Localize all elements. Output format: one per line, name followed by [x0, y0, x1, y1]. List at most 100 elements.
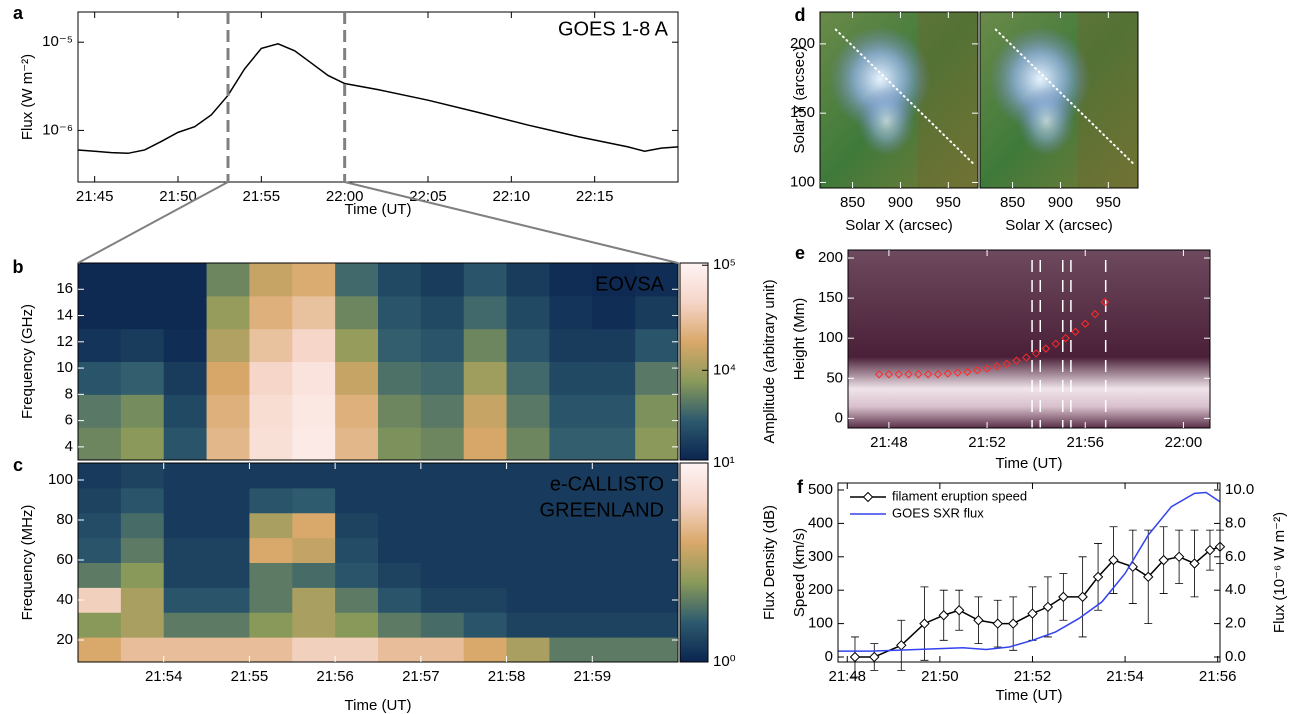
- x-tick-label: 900: [888, 194, 913, 211]
- heatmap-cell: [335, 394, 379, 428]
- plot-frame: [847, 249, 1211, 429]
- heatmap-cell: [206, 512, 250, 539]
- heatmap-cell: [635, 562, 679, 588]
- heatmap-cell: [292, 295, 336, 330]
- heatmap-cell: [249, 487, 293, 514]
- heatmap-cell: [335, 328, 379, 362]
- y-tick-label: 200: [818, 249, 843, 266]
- point: [1027, 608, 1038, 619]
- point: [1041, 344, 1051, 353]
- y-tick-label: 400: [808, 514, 833, 531]
- heatmap-cell: [549, 394, 593, 428]
- heatmap-cell: [506, 295, 550, 330]
- heatmap-cell: [635, 328, 679, 362]
- heatmap-cell: [506, 512, 550, 539]
- heatmap-cell: [378, 612, 422, 638]
- heatmap-cell: [635, 637, 679, 663]
- point: [943, 369, 953, 378]
- heatmap-cell: [292, 463, 336, 489]
- plot-frame: [979, 11, 1139, 189]
- heatmap-cell: [206, 263, 250, 297]
- heatmap-cell: [420, 295, 465, 330]
- heatmap-cell: [549, 512, 593, 539]
- slit: [994, 28, 1136, 167]
- heatmap-cell: [163, 612, 208, 638]
- y-tick-label: 4: [65, 438, 73, 455]
- image-bright-region: [857, 85, 915, 157]
- line: [77, 42, 679, 155]
- heatmap-cell: [635, 587, 679, 613]
- plot-frame: [837, 482, 1221, 663]
- heatmap-cell: [78, 612, 122, 638]
- heatmap-cell: [249, 263, 293, 297]
- heatmap-cell: [635, 361, 679, 395]
- y-tick-label: 10⁻⁶: [42, 121, 73, 138]
- point: [904, 370, 913, 379]
- heatmap-cell: [592, 612, 636, 638]
- x-tick-label: 950: [1096, 194, 1121, 211]
- point: [1077, 591, 1088, 603]
- heatmap-cell: [635, 394, 679, 428]
- heatmap-cell: [635, 427, 679, 461]
- heatmap-cell: [506, 463, 550, 489]
- plot-frame: [819, 11, 979, 189]
- heatmap-cell: [463, 463, 508, 489]
- x-tick-label: 21:52: [968, 434, 1006, 451]
- colorbar-label: Amplitude (arbitrary unit): [761, 279, 778, 443]
- point: [973, 615, 984, 626]
- point: [982, 364, 992, 373]
- heatmap-cell: [378, 328, 422, 362]
- heatmap-cell: [78, 463, 122, 489]
- y-tick-label: 100: [818, 329, 843, 346]
- heatmap-cell: [420, 263, 465, 297]
- heatmap-cell: [378, 361, 422, 395]
- heatmap-cell: [335, 512, 379, 539]
- x-tick-label: 21:58: [488, 668, 526, 685]
- image-limb: [1077, 12, 1138, 188]
- heatmap-cell: [420, 537, 465, 563]
- heatmap-cell: [506, 394, 550, 428]
- image-bright-region: [1017, 85, 1075, 157]
- point: [953, 368, 962, 377]
- heatmap-cell: [206, 587, 250, 613]
- heatmap-cell: [549, 361, 593, 395]
- point: [973, 366, 982, 375]
- heatmap-cell: [592, 394, 636, 428]
- heatmap-cell: [463, 487, 508, 514]
- heatmap-cell: [292, 587, 336, 613]
- heatmap-cell: [592, 361, 636, 395]
- colorbar: [679, 462, 709, 663]
- y2-tick-label: 0.0: [1225, 648, 1246, 665]
- heatmap-cell: [549, 328, 593, 362]
- heatmap-cell: [635, 487, 679, 514]
- heatmap-cell: [78, 512, 122, 539]
- y-tick-label: 150: [818, 289, 843, 306]
- point: [1042, 601, 1054, 613]
- x-axis-label: Solar X (arcsec): [1005, 217, 1113, 234]
- point: [963, 367, 972, 377]
- heatmap-cell: [378, 295, 422, 330]
- line: [838, 491, 1221, 652]
- heatmap-cell: [335, 463, 379, 489]
- zoom-connector: [77, 181, 229, 264]
- heatmap-cell: [292, 512, 336, 539]
- point: [914, 370, 923, 379]
- heatmap-cell: [206, 562, 250, 588]
- heatmap-cell: [249, 637, 293, 663]
- y-tick-label: 20: [56, 631, 73, 648]
- heatmap-cell: [592, 487, 636, 514]
- heatmap-cell: [506, 427, 550, 461]
- heatmap-cell: [420, 612, 465, 638]
- heatmap-cell: [506, 537, 550, 563]
- x-tick-label: 21:50: [159, 188, 197, 205]
- point: [1031, 349, 1041, 358]
- x-tick-label: 21:54: [1106, 668, 1144, 685]
- legend-label: filament eruption speed: [892, 488, 1027, 503]
- image-limb: [917, 12, 978, 188]
- colorbar-tick-label: 10⁴: [713, 361, 736, 378]
- heatmap-cell: [506, 487, 550, 514]
- heatmap-cell: [592, 427, 636, 461]
- x-tick-label: 22:00: [1165, 434, 1203, 451]
- y-tick-label: 100: [808, 615, 833, 632]
